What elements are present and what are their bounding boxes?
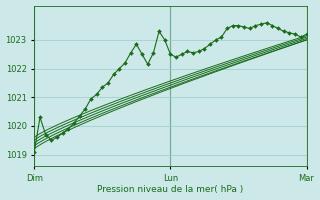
X-axis label: Pression niveau de la mer( hPa ): Pression niveau de la mer( hPa ) [97,185,244,194]
